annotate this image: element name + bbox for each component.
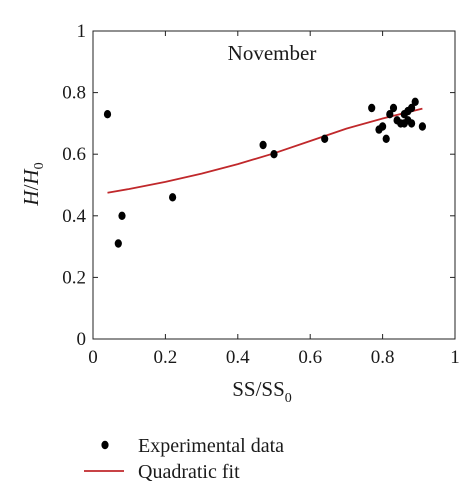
y-axis-label-h: H: [19, 189, 43, 207]
data-point: [103, 110, 112, 119]
legend-label-quadratic-fit: Quadratic fit: [138, 461, 240, 483]
y-tick-label: 0: [77, 329, 87, 350]
y-tick-label: 1: [77, 21, 87, 42]
y-tick-label: 0.2: [62, 267, 86, 288]
legend-label-experimental-data: Experimental data: [138, 435, 284, 457]
x-axis-label-main: SS/SS: [232, 377, 285, 401]
y-axis-label-h0: H: [19, 168, 43, 186]
x-tick-label: 0.2: [154, 347, 178, 368]
x-tick-label: 0.4: [226, 347, 250, 368]
data-point: [270, 150, 278, 159]
x-axis-label: SS/SS0: [232, 377, 292, 406]
data-point: [411, 97, 419, 107]
data-point: [379, 122, 387, 131]
chart-annotation: November: [228, 41, 317, 65]
data-point: [382, 134, 390, 143]
data-point: [169, 193, 177, 202]
y-tick-label: 0.4: [62, 206, 86, 227]
data-point: [418, 122, 426, 131]
y-axis-label-subscript: 0: [32, 162, 47, 169]
legend: Experimental data Quadratic fit: [84, 435, 284, 483]
y-axis-label: H/H0: [19, 162, 47, 206]
data-point: [114, 239, 122, 248]
plot-frame: [92, 30, 456, 340]
data-point: [389, 103, 398, 113]
x-tick-label: 0.6: [298, 347, 322, 368]
legend-marker-experimental-data: [101, 440, 109, 450]
plot-area: 0 0.2 0.4 0.6 0.8 1 0 0.2 0.4 0.6 0.8 1: [62, 21, 460, 368]
y-axis-label-slash: /: [19, 184, 43, 190]
data-point: [386, 110, 394, 119]
data-point: [259, 140, 267, 150]
x-tick-label: 1: [450, 347, 460, 368]
data-point: [118, 211, 126, 220]
x-axis-label-subscript: 0: [285, 391, 292, 406]
y-tick-label: 0.8: [62, 83, 86, 104]
data-point: [321, 134, 329, 143]
y-tick-label: 0.6: [62, 144, 86, 165]
x-tick-label: 0.8: [371, 347, 395, 368]
data-point: [408, 103, 416, 113]
data-point: [408, 119, 416, 128]
quadratic-fit-line: [107, 107, 423, 194]
x-tick-label: 0: [88, 347, 98, 368]
data-point: [368, 103, 376, 113]
